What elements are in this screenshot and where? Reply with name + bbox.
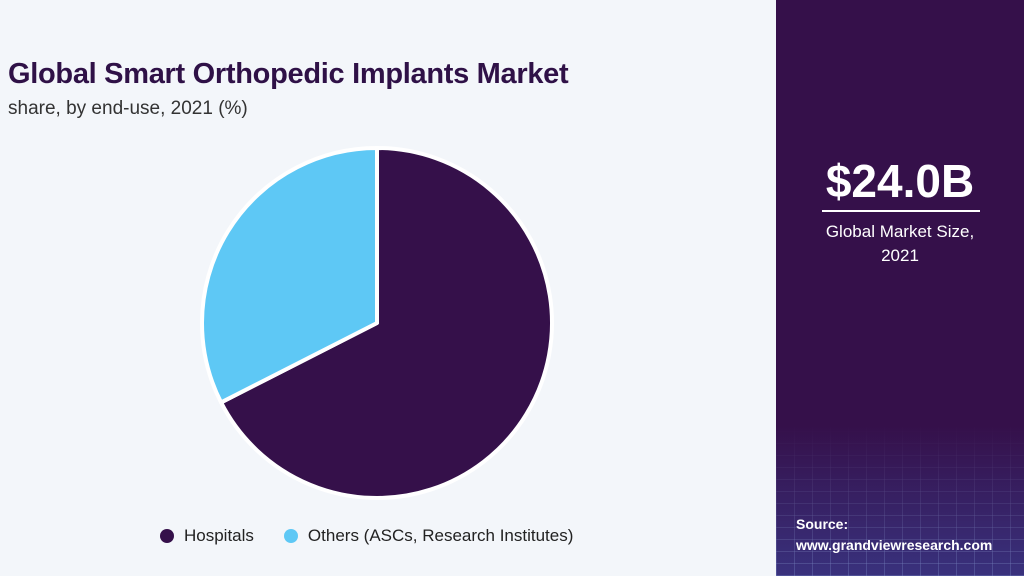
source-label: Source: <box>796 516 849 532</box>
pie-slice-others <box>200 146 379 405</box>
legend-label-hospitals: Hospitals <box>184 526 254 545</box>
market-size-value: $24.0B <box>825 155 975 207</box>
chart-title: Global Smart Orthopedic Implants Market <box>8 58 569 90</box>
source-url: www.grandviewresearch.com <box>796 537 993 553</box>
legend-swatch-others <box>283 529 298 543</box>
pie-slice-hospitals <box>219 146 554 500</box>
market-size-caption-line1: Global Market Size, <box>825 222 975 241</box>
pie-chart <box>200 146 554 500</box>
decorative-grid-background <box>776 426 1024 576</box>
market-size-caption-line2: 2021 <box>881 246 919 265</box>
legend-item-hospitals: Hospitals <box>160 526 254 546</box>
market-size-panel: $24.0B Global Market Size, 2021 Source: … <box>776 0 1024 576</box>
chart-legend: Hospitals Others (ASCs, Research Institu… <box>160 526 603 546</box>
divider <box>822 210 980 212</box>
chart-panel: Global Smart Orthopedic Implants Market … <box>8 58 603 546</box>
legend-label-others: Others (ASCs, Research Institutes) <box>307 526 574 545</box>
chart-subtitle: share, by end-use, 2021 (%) <box>8 98 248 119</box>
legend-swatch-hospitals <box>160 529 174 543</box>
market-size-caption: Global Market Size, 2021 <box>800 220 1000 268</box>
legend-item-others: Others (ASCs, Research Institutes) <box>283 526 574 546</box>
